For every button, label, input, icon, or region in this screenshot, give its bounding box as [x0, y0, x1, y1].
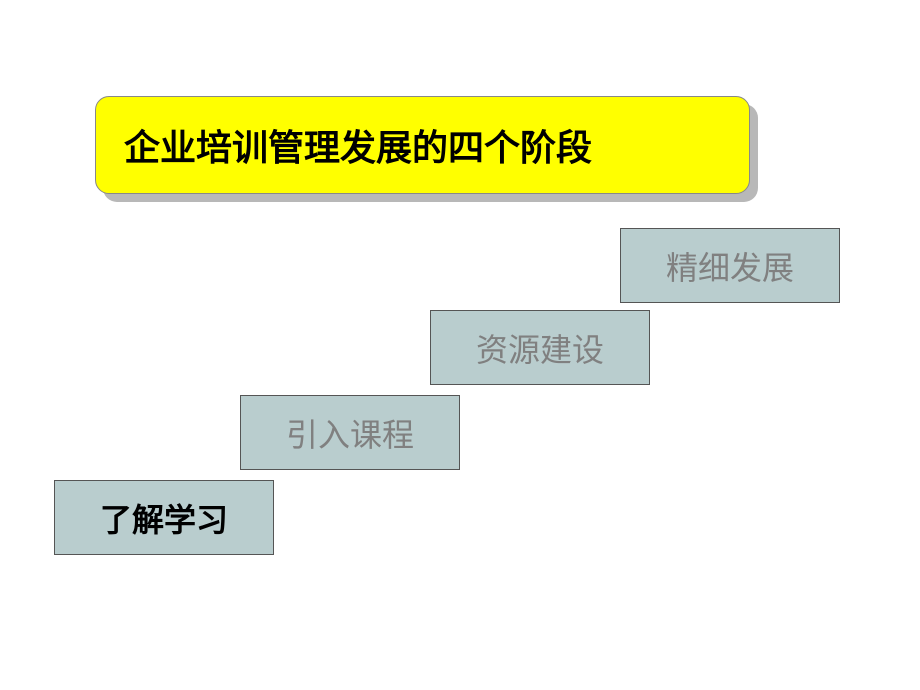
step-label-4: 精细发展 [666, 243, 794, 289]
step-box-3: 资源建设 [430, 310, 650, 385]
title-text: 企业培训管理发展的四个阶段 [124, 119, 592, 171]
step-label-1: 了解学习 [100, 495, 228, 541]
step-label-3: 资源建设 [476, 325, 604, 371]
step-label-2: 引入课程 [286, 410, 414, 456]
step-box-1: 了解学习 [54, 480, 274, 555]
title-box: 企业培训管理发展的四个阶段 [95, 96, 750, 194]
step-box-2: 引入课程 [240, 395, 460, 470]
step-box-4: 精细发展 [620, 228, 840, 303]
